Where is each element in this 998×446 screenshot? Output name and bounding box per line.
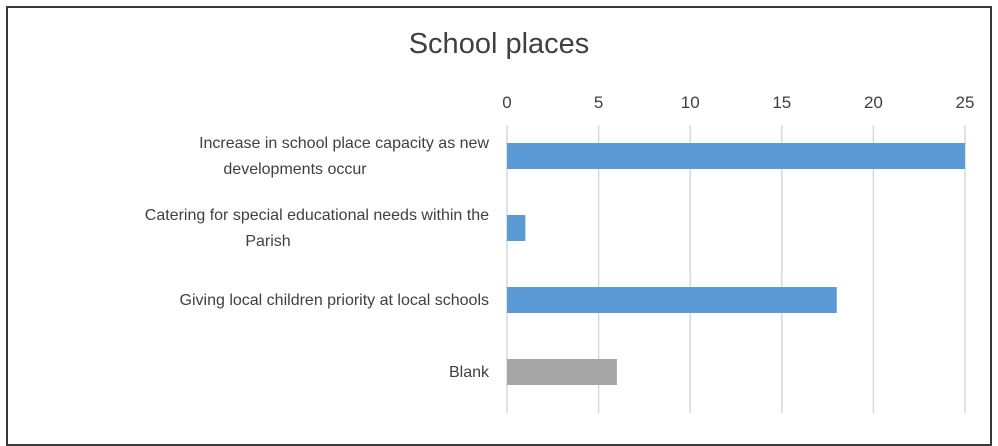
x-tick-label: 5 (594, 93, 603, 112)
category-label: Giving local children priority at local … (180, 292, 489, 309)
x-tick-label: 0 (502, 93, 511, 112)
category-label: Blank (449, 364, 490, 381)
bar (507, 143, 965, 169)
category-label: Catering for special educational needs w… (145, 207, 489, 224)
x-tick-label: 15 (772, 93, 791, 112)
bar (507, 215, 526, 241)
x-tick-label: 20 (864, 93, 883, 112)
bar (507, 359, 617, 385)
category-label: Parish (245, 233, 290, 250)
bar (507, 287, 837, 313)
x-tick-label: 25 (956, 93, 975, 112)
category-label: developments occur (223, 161, 367, 178)
x-tick-label: 10 (681, 93, 700, 112)
category-label: Increase in school place capacity as new (199, 135, 489, 152)
chart-frame (6, 6, 992, 446)
chart-title: School places (408, 28, 590, 60)
